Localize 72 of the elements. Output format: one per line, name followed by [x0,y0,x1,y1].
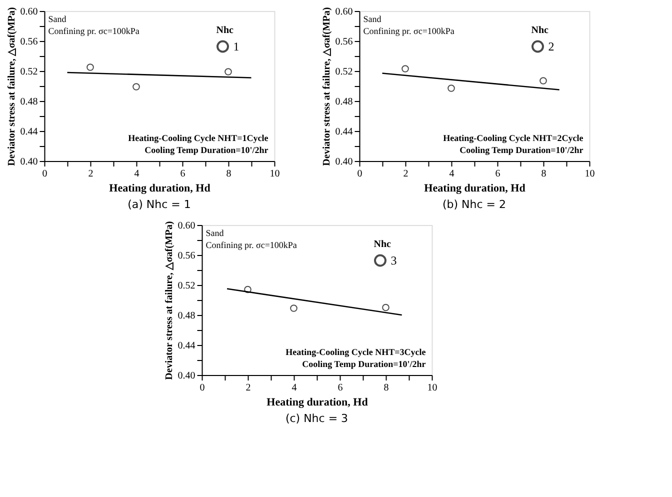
annotation: Cooling Temp Duration=10'/2hr [460,145,584,155]
y-tick-label: 0.60 [335,6,353,18]
annotation: Heating-Cooling Cycle NHT=1Cycle [128,133,268,143]
x-tick-label: 4 [292,382,297,394]
x-tick-label: 2 [403,168,408,180]
point [290,304,298,312]
annotation: Cooling Temp Duration=10'/2hr [302,359,426,369]
x-axis-title: Heating duration, Hd [424,182,526,194]
y-axis-title: Deviator stress at failure, △σaf(MPa) [164,221,175,380]
point [132,83,140,90]
y-tick-label: 0.56 [335,36,353,48]
annotation: Sand [363,14,382,24]
y-tick-label: 0.44 [178,340,196,352]
x-tick-label: 2 [88,168,94,180]
text: (c) Nhc = 3 [285,412,348,425]
y-tick-label: 0.60 [20,6,38,18]
legend-title: Nhc [216,25,234,36]
annotation: Confining pr. σc=100kPa [48,26,140,36]
y-tick-label: 0.40 [178,370,196,382]
x-tick-label: 0 [42,168,48,180]
x-tick-label: 2 [246,382,251,394]
point [448,84,455,92]
text: (b) Nhc = 2 [442,198,506,211]
annotation: Sand [48,14,67,24]
point [402,65,409,72]
annotation: Heating-Cooling Cycle NHT=2Cycle [443,133,584,143]
y-tick-label: 0.48 [178,310,196,322]
legend-label: 2 [548,40,554,54]
x-tick-label: 6 [495,168,500,180]
annotation: Confining pr. σc=100kPa [363,26,454,36]
annotation: Heating-Cooling Cycle NHT=3Cycle [286,347,426,357]
y-tick-label: 0.44 [335,126,353,138]
point [244,286,252,294]
x-tick-label: 10 [584,168,595,180]
legend-title: Nhc [374,239,392,250]
x-tick-label: 0 [200,382,205,394]
x-axis-title: Heating duration, Hd [266,396,368,408]
y-tick-label: 0.44 [20,126,38,138]
point [224,68,232,76]
y-tick-label: 0.40 [335,156,353,168]
x-tick-label: 10 [270,168,280,180]
point [86,64,94,71]
y-axis-title: Deviator stress at failure, △σaf(MPa) [6,7,18,166]
legend-label: 3 [390,254,397,268]
x-tick-label: 8 [384,382,389,394]
annotation: Confining pr. σc=100kPa [206,240,297,250]
annotation: Sand [206,228,224,238]
x-tick-label: 6 [180,168,186,180]
legend-title: Nhc [531,25,550,36]
legend-label: 1 [233,40,240,54]
y-tick-label: 0.48 [335,96,353,108]
x-tick-label: 8 [541,168,546,180]
y-tick-label: 0.48 [20,96,38,108]
y-tick-label: 0.56 [20,36,38,48]
text: (a) Nhc = 1 [128,198,191,211]
x-tick-label: 0 [357,168,362,180]
x-tick-label: 6 [338,382,343,394]
y-tick-label: 0.52 [178,280,196,292]
y-tick-label: 0.52 [20,66,38,78]
y-tick-label: 0.56 [178,250,196,262]
y-tick-label: 0.40 [20,156,38,168]
point [382,304,390,312]
x-tick-label: 10 [427,382,438,394]
y-tick-label: 0.60 [178,220,196,232]
point [540,77,547,84]
x-axis-title: Heating duration, Hd [109,182,210,194]
y-tick-label: 0.52 [335,66,353,78]
x-tick-label: 4 [449,168,454,180]
y-axis-title: Deviator stress at failure, △σaf(MPa) [321,7,332,166]
annotation: Cooling Temp Duration=10'/2hr [144,145,268,155]
x-tick-label: 8 [226,168,232,180]
x-tick-label: 4 [134,168,140,180]
